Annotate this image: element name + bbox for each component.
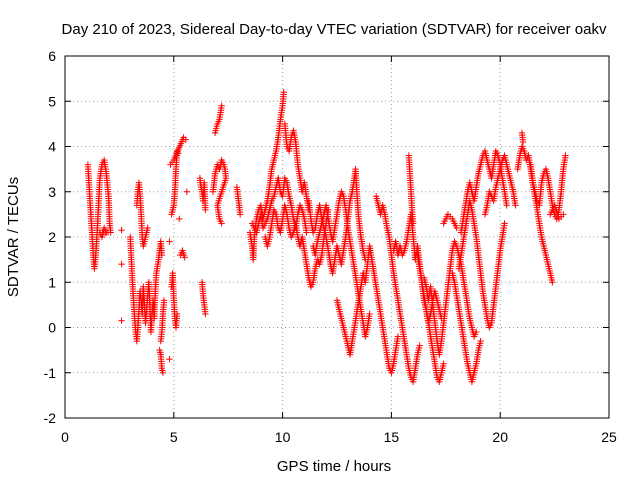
data-point: [166, 355, 173, 363]
data-point: [144, 224, 151, 232]
x-tick-label: 25: [601, 429, 617, 445]
data-point: [453, 224, 460, 232]
y-tick-label: 2: [48, 229, 56, 245]
data-point: [512, 202, 519, 209]
data-point: [118, 227, 125, 234]
x-tick-label: 5: [170, 429, 178, 445]
data-point: [181, 254, 188, 261]
data-point: [501, 220, 508, 227]
data-point: [473, 328, 480, 336]
data-point: [409, 220, 417, 227]
y-tick-label: 1: [48, 274, 56, 290]
data-point: [118, 260, 125, 268]
data-point: [366, 310, 373, 318]
y-tick-label: 0: [48, 320, 56, 336]
data-point: [560, 211, 567, 218]
x-tick-label: 0: [61, 429, 69, 445]
data-point: [183, 188, 191, 195]
data-point: [394, 333, 402, 340]
data-point: [202, 310, 209, 318]
y-tick-label: -2: [44, 410, 57, 426]
ticks: 0 5 10 15 20 25 -2 -1 0 1 2 3 4 5 6: [44, 48, 617, 445]
data-point: [218, 220, 225, 227]
data-point: [218, 102, 225, 109]
data-point: [477, 337, 484, 345]
data-point: [182, 136, 189, 143]
x-tick-label: 20: [492, 429, 508, 445]
data-point: [158, 251, 166, 259]
data-point: [160, 297, 168, 304]
chart-title: Day 210 of 2023, Sidereal Day-to-day VTE…: [62, 21, 607, 38]
y-tick-label: 4: [48, 139, 56, 155]
data-point: [503, 202, 510, 209]
x-axis-label: GPS time / hours: [277, 458, 391, 475]
data-points: [84, 89, 569, 385]
data-point: [173, 310, 181, 318]
data-point: [166, 238, 173, 245]
data-point: [303, 229, 310, 236]
y-tick-label: -1: [44, 365, 57, 381]
y-axis-label: SDTVAR / TECUs: [5, 177, 22, 297]
data-point: [176, 215, 183, 223]
plot-frame: [64, 55, 610, 419]
data-point: [280, 89, 287, 96]
data-point: [519, 138, 527, 146]
x-tick-label: 15: [384, 429, 400, 445]
data-point: [236, 211, 244, 218]
data-point: [440, 360, 447, 367]
data-point: [549, 279, 556, 286]
data-point: [118, 317, 125, 324]
data-point: [103, 229, 110, 236]
data-point: [159, 369, 167, 376]
data-point: [416, 342, 423, 349]
y-tick-label: 6: [48, 48, 56, 64]
data-point: [202, 206, 209, 214]
data-point: [562, 152, 569, 159]
y-tick-label: 3: [48, 184, 56, 200]
x-tick-label: 10: [275, 429, 291, 445]
y-tick-label: 5: [48, 93, 56, 109]
